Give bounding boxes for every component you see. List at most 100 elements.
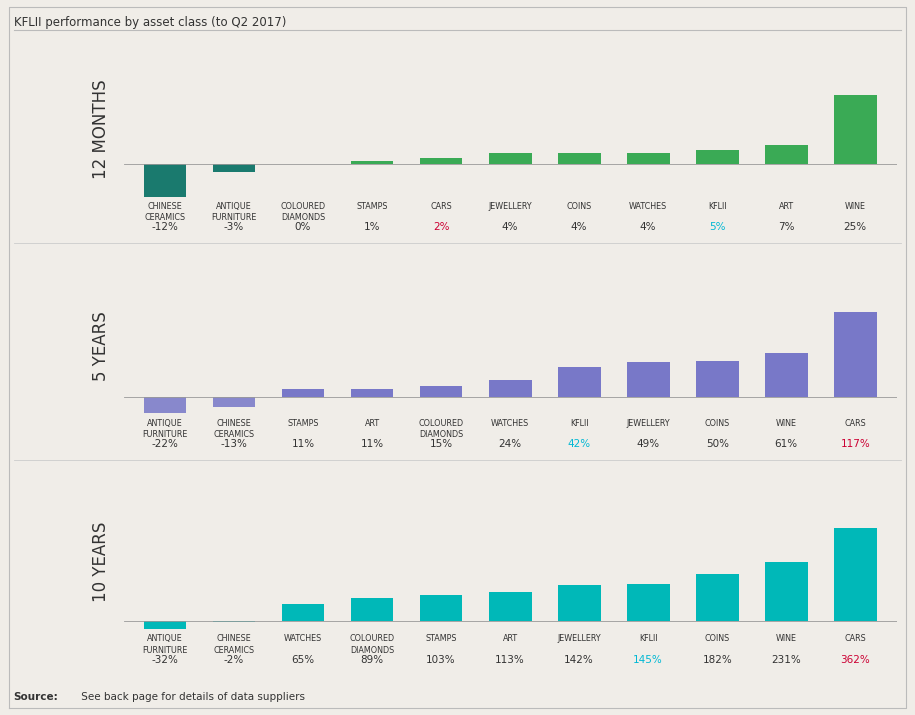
Text: CHINESE
CERAMICS: CHINESE CERAMICS [213, 418, 254, 439]
Text: 89%: 89% [361, 655, 383, 665]
Text: COINS: COINS [566, 202, 592, 211]
Text: 11%: 11% [292, 439, 315, 449]
Text: 142%: 142% [565, 655, 594, 665]
Text: COLOURED
DIAMONDS: COLOURED DIAMONDS [281, 202, 326, 222]
Bar [144, 398, 187, 413]
Text: -3%: -3% [224, 222, 244, 232]
Text: 362%: 362% [840, 655, 870, 665]
Text: -13%: -13% [221, 439, 247, 449]
Text: 103%: 103% [426, 655, 456, 665]
Text: CHINESE
CERAMICS: CHINESE CERAMICS [145, 202, 186, 222]
Text: 231%: 231% [771, 655, 802, 665]
Bar [834, 95, 877, 164]
Text: 5 YEARS: 5 YEARS [92, 311, 110, 381]
Bar [489, 153, 532, 164]
Bar [212, 398, 255, 407]
Text: ANTIQUE
FURNITURE: ANTIQUE FURNITURE [142, 634, 188, 655]
Bar [350, 161, 393, 164]
Bar [695, 150, 738, 164]
Bar [350, 598, 393, 621]
Bar [144, 164, 187, 197]
Bar [489, 592, 532, 621]
Bar [627, 153, 670, 164]
Bar [282, 604, 325, 621]
Text: 117%: 117% [840, 439, 870, 449]
Text: -22%: -22% [152, 439, 178, 449]
Text: 50%: 50% [705, 439, 728, 449]
Bar [627, 362, 670, 398]
Text: CARS: CARS [430, 202, 452, 211]
Text: 10 YEARS: 10 YEARS [92, 522, 110, 602]
Text: WATCHES: WATCHES [629, 202, 667, 211]
Text: 1%: 1% [364, 222, 381, 232]
Text: -2%: -2% [224, 655, 244, 665]
Text: WATCHES: WATCHES [491, 418, 529, 428]
Text: KFLII: KFLII [570, 418, 588, 428]
Text: ART: ART [364, 418, 380, 428]
Bar [627, 583, 670, 621]
Bar [489, 380, 532, 398]
Text: WINE: WINE [776, 634, 797, 644]
Text: JEWELLERY: JEWELLERY [627, 418, 670, 428]
Text: 25%: 25% [844, 222, 867, 232]
Text: 42%: 42% [567, 439, 591, 449]
Text: WINE: WINE [845, 202, 866, 211]
Text: CARS: CARS [845, 418, 867, 428]
Text: -32%: -32% [152, 655, 178, 665]
Text: COLOURED
DIAMONDS: COLOURED DIAMONDS [418, 418, 464, 439]
Text: COLOURED
DIAMONDS: COLOURED DIAMONDS [350, 634, 394, 655]
Text: 61%: 61% [775, 439, 798, 449]
Bar [420, 595, 462, 621]
Text: KFLII: KFLII [708, 202, 727, 211]
Bar [420, 386, 462, 398]
Text: Source:: Source: [14, 692, 59, 702]
Text: ART: ART [779, 202, 794, 211]
Text: COINS: COINS [705, 634, 730, 644]
Text: KFLII performance by asset class (to Q2 2017): KFLII performance by asset class (to Q2 … [14, 16, 286, 29]
Text: 5%: 5% [709, 222, 726, 232]
Bar [765, 352, 808, 398]
Bar [834, 312, 877, 398]
Bar [558, 585, 600, 621]
Text: 2%: 2% [433, 222, 449, 232]
Text: ANTIQUE
FURNITURE: ANTIQUE FURNITURE [211, 202, 257, 222]
Text: 24%: 24% [499, 439, 522, 449]
Bar [765, 144, 808, 164]
Text: 182%: 182% [703, 655, 732, 665]
Text: 0%: 0% [295, 222, 311, 232]
Text: WINE: WINE [776, 418, 797, 428]
Bar [558, 153, 600, 164]
Text: STAMPS: STAMPS [356, 202, 388, 211]
Bar [282, 390, 325, 398]
Bar [420, 159, 462, 164]
Text: -12%: -12% [152, 222, 178, 232]
Text: JEWELLERY: JEWELLERY [557, 634, 601, 644]
Text: 145%: 145% [633, 655, 663, 665]
Bar [212, 164, 255, 172]
Text: 49%: 49% [637, 439, 660, 449]
Text: ART: ART [502, 634, 518, 644]
Text: 65%: 65% [292, 655, 315, 665]
Text: KFLII: KFLII [639, 634, 658, 644]
Bar [695, 574, 738, 621]
Bar [695, 361, 738, 398]
Text: JEWELLERY: JEWELLERY [489, 202, 532, 211]
Text: CARS: CARS [845, 634, 867, 644]
Text: WATCHES: WATCHES [284, 634, 322, 644]
Text: 4%: 4% [571, 222, 587, 232]
Text: 113%: 113% [495, 655, 525, 665]
Text: ANTIQUE
FURNITURE: ANTIQUE FURNITURE [142, 418, 188, 439]
Text: COINS: COINS [705, 418, 730, 428]
Text: See back page for details of data suppliers: See back page for details of data suppli… [78, 692, 305, 702]
Bar [350, 390, 393, 398]
Text: STAMPS: STAMPS [425, 634, 457, 644]
Bar [765, 561, 808, 621]
Text: STAMPS: STAMPS [287, 418, 318, 428]
Text: 12 MONTHS: 12 MONTHS [92, 79, 110, 179]
Text: 11%: 11% [361, 439, 383, 449]
Text: 4%: 4% [640, 222, 656, 232]
Bar [144, 621, 187, 629]
Bar [834, 528, 877, 621]
Text: 7%: 7% [778, 222, 794, 232]
Text: CHINESE
CERAMICS: CHINESE CERAMICS [213, 634, 254, 655]
